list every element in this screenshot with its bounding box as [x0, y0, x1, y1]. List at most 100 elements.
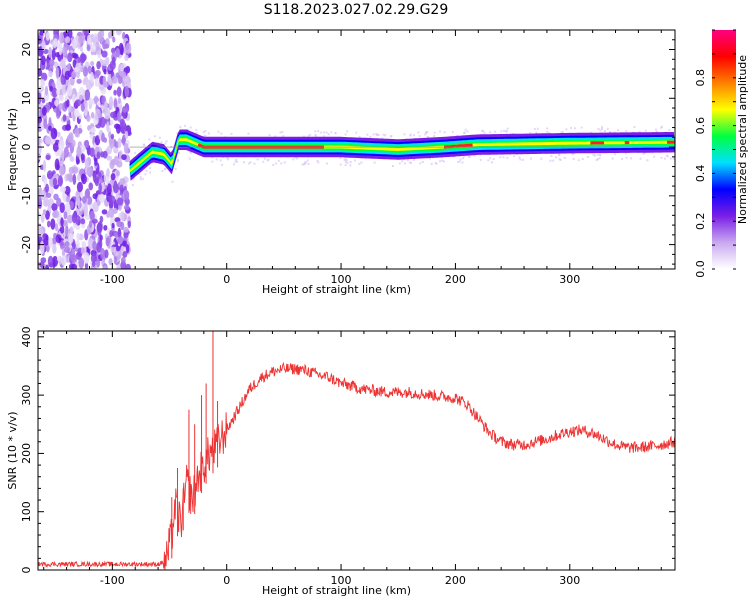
noise-dot [107, 183, 112, 196]
track-halo-dot [264, 157, 267, 160]
colorbar-gradient [712, 30, 736, 269]
track-halo-dot [179, 126, 182, 129]
noise-dot [109, 119, 114, 126]
track-halo-dot [518, 156, 521, 159]
noise-dot [90, 60, 95, 67]
track-halo-dot [625, 156, 628, 159]
noise-dot [68, 263, 75, 269]
track-halo-dot [489, 131, 492, 134]
noise-dot [72, 59, 77, 69]
noise-dot [108, 258, 113, 266]
track-halo-dot [165, 140, 168, 143]
track-halo-dot [349, 164, 352, 167]
track-halo-dot [171, 180, 174, 183]
noise-dot [52, 243, 57, 254]
noise-dot [79, 53, 86, 64]
noise-dot [58, 32, 65, 44]
track-halo-dot [316, 159, 319, 162]
noise-dot [71, 93, 76, 104]
track-halo-dot [587, 155, 590, 158]
noise-dot [59, 202, 66, 214]
track-halo-dot [479, 158, 482, 161]
noise-dot [66, 63, 71, 72]
noise-dot [122, 251, 128, 258]
noise-dot [71, 139, 76, 148]
noise-region [38, 30, 132, 269]
track-halo-dot [164, 142, 167, 145]
noise-dot [51, 87, 58, 99]
noise-dot [90, 264, 97, 269]
noise-dot [80, 102, 85, 112]
noise-dot [78, 35, 84, 44]
y-tick-label: 200 [20, 443, 33, 464]
track-halo-dot [611, 157, 614, 160]
noise-dot [125, 42, 132, 55]
noise-dot [46, 220, 51, 228]
track-halo-dot [563, 156, 566, 159]
noise-dot [86, 34, 92, 45]
noise-dot [100, 247, 105, 259]
noise-dot [119, 71, 127, 78]
track-halo-dot [596, 153, 599, 156]
noise-dot [84, 188, 90, 199]
track-halo-dot [458, 160, 461, 163]
track-halo-dot [540, 157, 543, 160]
track-halo-dot [621, 157, 624, 160]
track-halo-dot [418, 135, 421, 138]
y-tick-label: 100 [20, 501, 33, 522]
track-halo-dot [330, 131, 333, 134]
noise-dot [41, 98, 46, 104]
noise-dot [48, 125, 52, 131]
noise-dot [71, 166, 79, 174]
track-halo-dot [281, 131, 284, 134]
track-halo-dot [189, 126, 192, 129]
track-halo-dot [593, 154, 596, 157]
track-halo-dot [262, 160, 265, 163]
noise-dot [52, 210, 58, 218]
track-halo-dot [549, 159, 552, 162]
track-halo-dot [599, 154, 602, 157]
track-halo-dot [533, 127, 536, 130]
track-halo-dot [339, 163, 342, 166]
track-halo-dot [546, 127, 549, 130]
noise-dot [98, 193, 105, 203]
noise-dot [72, 241, 76, 250]
track-halo-dot [219, 159, 222, 162]
noise-dot [73, 67, 80, 73]
track-halo-dot [204, 134, 207, 137]
x-tick-label: -100 [100, 574, 125, 587]
track-halo-dot [464, 128, 467, 131]
noise-dot [86, 44, 91, 52]
track-halo-dot [211, 160, 214, 163]
track-halo-dot [443, 131, 446, 134]
x-tick-label: 300 [559, 574, 580, 587]
noise-dot [94, 176, 100, 187]
noise-dot [83, 252, 90, 264]
track-halo-dot [409, 134, 412, 137]
track-halo-dot [358, 135, 361, 138]
x-tick-label: 200 [445, 574, 466, 587]
noise-dot [88, 182, 94, 191]
track-halo-dot [226, 156, 229, 159]
track-halo-dot [176, 132, 179, 135]
track-halo-dot [280, 162, 283, 165]
noise-dot [123, 142, 129, 154]
noise-dot [68, 232, 74, 244]
noise-dot [116, 86, 122, 97]
noise-dot [54, 223, 59, 232]
track-halo-dot [558, 153, 561, 156]
colorbar-tick-label: 0.8 [694, 69, 707, 87]
noise-dot [78, 257, 85, 269]
track-halo-dot [456, 134, 459, 137]
noise-dot [87, 125, 91, 131]
track-halo-dot [468, 155, 471, 158]
noise-dot [52, 177, 58, 186]
track-halo-dot [195, 131, 198, 134]
noise-dot [52, 142, 59, 152]
track-halo-dot [174, 167, 177, 170]
y-tick-label: -10 [20, 187, 33, 205]
track-halo-dot [317, 130, 320, 133]
noise-dot [38, 110, 41, 118]
track-halo-dot [555, 156, 558, 159]
